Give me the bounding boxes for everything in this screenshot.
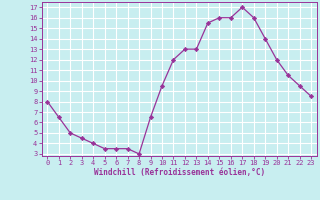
X-axis label: Windchill (Refroidissement éolien,°C): Windchill (Refroidissement éolien,°C) (94, 168, 265, 177)
